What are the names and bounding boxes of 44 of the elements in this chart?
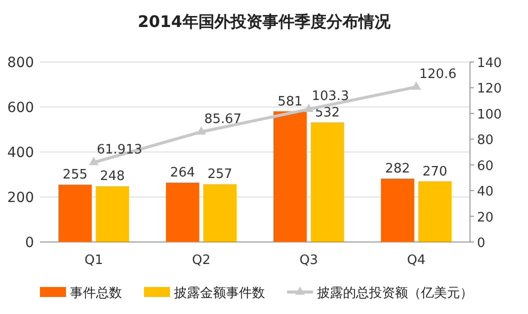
- data-label: 581: [278, 94, 302, 110]
- bar: [203, 184, 237, 242]
- bar: [418, 181, 452, 242]
- legend-label: 事件总数: [70, 286, 122, 301]
- data-label: 270: [422, 164, 448, 180]
- point: [196, 126, 206, 135]
- chart-title: 2014年国外投资事件季度分布情况: [138, 12, 392, 31]
- data-label: 85.67: [204, 112, 242, 127]
- legend-label: 披露金额事件数: [174, 286, 265, 301]
- data-label: 264: [170, 166, 195, 181]
- y2-tick-label: 60: [477, 158, 494, 174]
- y2-tick-label: 20: [477, 210, 494, 226]
- y-tick-label: 600: [7, 100, 34, 116]
- data-label: 61.913: [96, 142, 142, 158]
- y-tick-label: 400: [7, 145, 34, 161]
- x-tick-label: Q4: [406, 253, 426, 268]
- bar: [380, 178, 414, 242]
- legend-label: 披露的总投资额（亿美元）: [317, 285, 473, 301]
- data-label: 255: [62, 168, 88, 183]
- y2-tick-label: 100: [477, 107, 502, 122]
- x-tick-label: Q1: [84, 253, 104, 268]
- bar: [58, 184, 92, 242]
- point: [411, 81, 422, 90]
- y-tick-label: 200: [7, 190, 34, 206]
- data-label: 248: [100, 169, 125, 184]
- data-label: 120.6: [419, 66, 456, 82]
- y2-tick-label: 140: [477, 56, 502, 71]
- x-tick-label: Q3: [299, 253, 318, 268]
- data-label: 282: [385, 162, 410, 177]
- y2-tick-label: 120: [477, 82, 502, 97]
- x-tick-label: Q2: [192, 253, 211, 268]
- point: [88, 156, 99, 166]
- bar: [273, 111, 307, 242]
- data-label: 257: [208, 167, 232, 182]
- y-tick-label: 800: [7, 55, 34, 71]
- y-tick-label: 0: [25, 235, 34, 251]
- data-label: 103.3: [312, 89, 349, 104]
- bar: [96, 186, 130, 242]
- y2-tick-label: 40: [477, 184, 494, 200]
- bar: [166, 182, 200, 242]
- y2-tick-label: 80: [477, 133, 494, 148]
- point: [304, 104, 314, 112]
- y2-tick-label: 0: [477, 236, 486, 251]
- bar: [310, 122, 344, 242]
